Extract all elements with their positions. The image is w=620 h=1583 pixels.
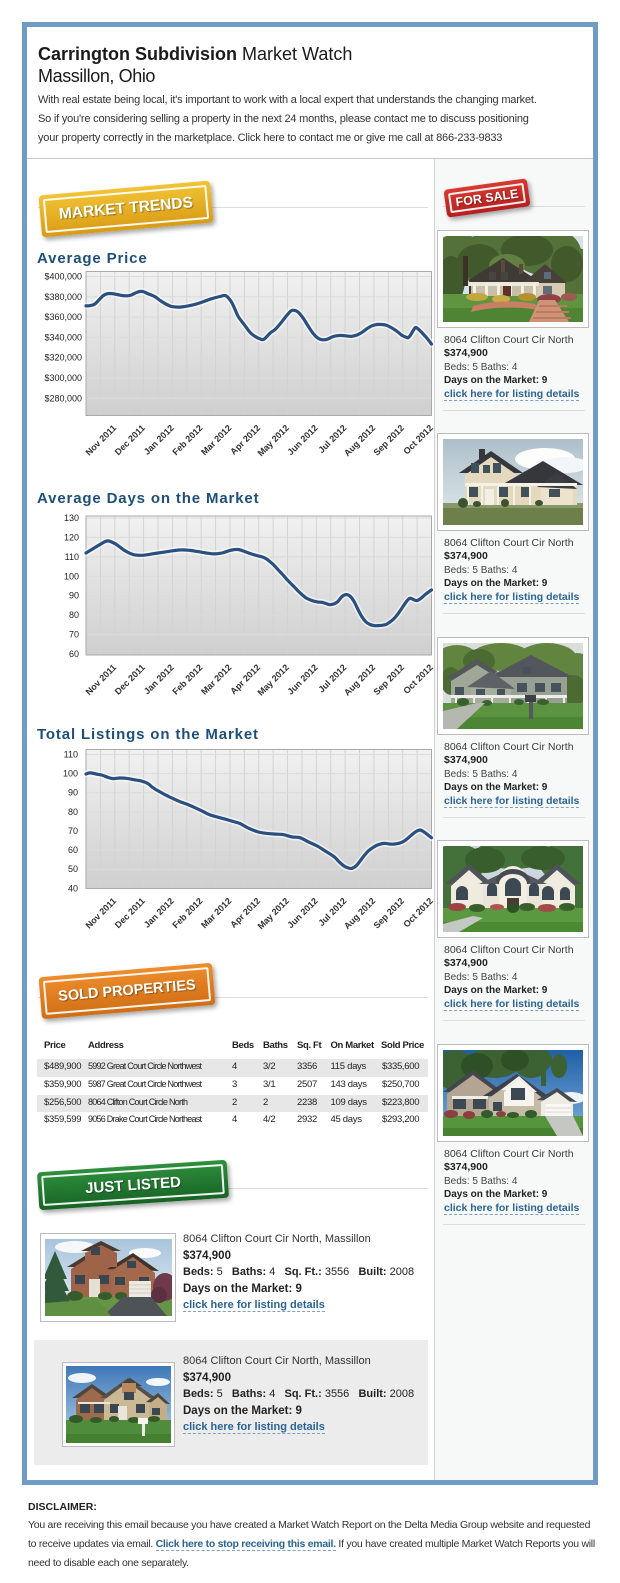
svg-text:Mar 2012: Mar 2012 xyxy=(199,423,233,457)
svg-text:Nov 2011: Nov 2011 xyxy=(84,896,119,931)
svg-text:Feb 2012: Feb 2012 xyxy=(170,896,204,930)
svg-text:Sep 2012: Sep 2012 xyxy=(371,896,406,931)
svg-text:100: 100 xyxy=(63,769,78,779)
svg-text:Oct 2012: Oct 2012 xyxy=(401,662,435,696)
svg-text:$360,000: $360,000 xyxy=(44,312,82,322)
svg-text:Nov 2011: Nov 2011 xyxy=(84,423,119,458)
svg-text:Jun 2012: Jun 2012 xyxy=(285,423,319,457)
svg-text:May 2012: May 2012 xyxy=(256,662,291,697)
svg-text:$300,000: $300,000 xyxy=(44,373,82,383)
svg-text:130: 130 xyxy=(64,513,79,523)
svg-text:40: 40 xyxy=(68,883,78,893)
svg-text:80: 80 xyxy=(68,807,78,817)
svg-text:100: 100 xyxy=(64,571,79,581)
svg-text:Sep 2012: Sep 2012 xyxy=(371,662,406,697)
svg-text:$280,000: $280,000 xyxy=(44,393,82,403)
svg-text:Dec 2011: Dec 2011 xyxy=(113,896,147,930)
svg-text:50: 50 xyxy=(68,864,78,874)
svg-text:Jun 2012: Jun 2012 xyxy=(285,662,319,696)
svg-text:120: 120 xyxy=(64,532,79,542)
svg-text:80: 80 xyxy=(69,610,79,620)
svg-text:70: 70 xyxy=(68,826,78,836)
svg-text:May 2012: May 2012 xyxy=(256,423,291,458)
svg-text:Feb 2012: Feb 2012 xyxy=(170,662,204,696)
svg-text:60: 60 xyxy=(68,845,78,855)
svg-text:Aug 2012: Aug 2012 xyxy=(342,662,377,697)
svg-text:70: 70 xyxy=(69,630,79,640)
svg-text:Oct 2012: Oct 2012 xyxy=(401,896,435,930)
svg-text:Jun 2012: Jun 2012 xyxy=(285,896,319,930)
svg-text:60: 60 xyxy=(69,649,79,659)
svg-text:Sep 2012: Sep 2012 xyxy=(371,423,406,458)
svg-text:Nov 2011: Nov 2011 xyxy=(84,662,119,697)
svg-text:Dec 2011: Dec 2011 xyxy=(113,423,147,457)
svg-text:110: 110 xyxy=(65,552,79,562)
svg-text:Feb 2012: Feb 2012 xyxy=(170,423,204,457)
svg-text:$400,000: $400,000 xyxy=(44,272,82,282)
svg-text:110: 110 xyxy=(64,750,78,760)
svg-text:Oct 2012: Oct 2012 xyxy=(401,423,435,457)
svg-text:Aug 2012: Aug 2012 xyxy=(342,896,377,931)
svg-text:Dec 2011: Dec 2011 xyxy=(113,662,147,696)
svg-text:$380,000: $380,000 xyxy=(44,292,82,302)
svg-text:Mar 2012: Mar 2012 xyxy=(199,662,233,696)
svg-text:Aug 2012: Aug 2012 xyxy=(342,423,377,458)
svg-text:90: 90 xyxy=(68,788,78,798)
svg-text:$320,000: $320,000 xyxy=(44,353,82,363)
svg-text:$340,000: $340,000 xyxy=(44,332,82,342)
svg-text:May 2012: May 2012 xyxy=(256,896,291,931)
svg-text:Mar 2012: Mar 2012 xyxy=(199,896,233,930)
svg-text:90: 90 xyxy=(69,591,79,601)
